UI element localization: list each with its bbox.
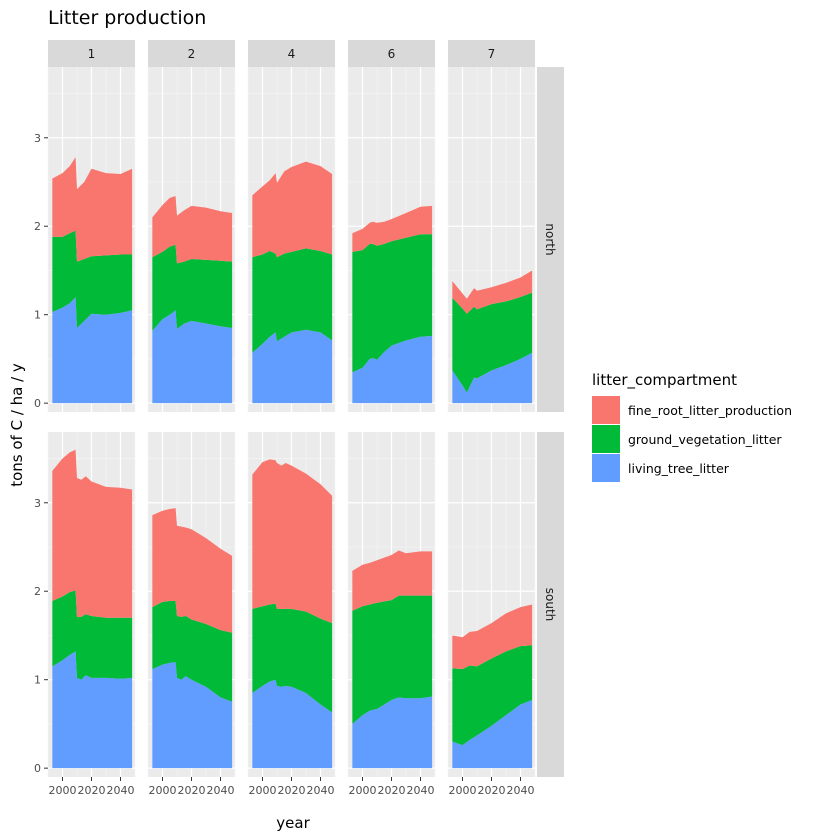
- area-ground-vegetation-litter: [152, 600, 233, 702]
- x-tick-label: 2020: [278, 784, 306, 797]
- panel-4-north: [247, 67, 336, 412]
- panel-1-south: [47, 432, 136, 777]
- x-axis-title: year: [276, 814, 310, 832]
- facet-strip-label-north: north: [543, 223, 557, 255]
- panel-4-south: [247, 432, 336, 777]
- area-ground-vegetation-litter: [452, 292, 533, 393]
- area-living-tree-litter: [452, 700, 533, 769]
- area-fine-root-litter-production: [252, 459, 333, 624]
- facet-strip-label-2: 2: [188, 47, 196, 61]
- area-ground-vegetation-litter: [252, 603, 333, 713]
- x-tick-label: 2020: [478, 784, 506, 797]
- legend-key-living-tree-litter: [592, 454, 620, 482]
- area-fine-root-litter-production: [152, 508, 233, 633]
- panel-7-south: [447, 432, 536, 777]
- x-tick-label: 2040: [407, 784, 435, 797]
- panel-2-south: [147, 432, 236, 777]
- x-tick-label: 2020: [378, 784, 406, 797]
- area-fine-root-litter-production: [452, 604, 533, 670]
- facet-strip-south: [537, 432, 564, 777]
- area-ground-vegetation-litter: [352, 595, 433, 724]
- facet-strip-label-6: 6: [388, 47, 396, 61]
- legend-label-fine-root-litter-production: fine_root_litter_production: [628, 403, 792, 418]
- legend-keys: fine_root_litter_production ground_vegeta…: [592, 396, 792, 482]
- facet-strip-1: [48, 40, 135, 67]
- y-tick-label: 3: [34, 132, 41, 145]
- legend-label-living-tree-litter: living_tree_litter: [628, 461, 730, 476]
- area-ground-vegetation-litter: [452, 645, 533, 746]
- panel-6-south: [347, 432, 436, 777]
- y-tick-label: 0: [34, 762, 41, 775]
- legend-title: litter_compartment: [592, 371, 737, 390]
- area-living-tree-litter: [452, 352, 533, 404]
- area-living-tree-litter: [252, 329, 333, 404]
- x-tick-label: 2000: [149, 784, 177, 797]
- y-tick-label: 3: [34, 497, 41, 510]
- area-fine-root-litter-production: [152, 196, 233, 264]
- y-tick-label: 2: [34, 220, 41, 233]
- x-tick-label: 2040: [307, 784, 335, 797]
- x-tick-label: 2040: [107, 784, 135, 797]
- panel-6-north: [347, 67, 436, 412]
- facet-strip-6: [348, 40, 435, 67]
- area-ground-vegetation-litter: [352, 234, 433, 373]
- area-fine-root-litter-production: [352, 550, 433, 611]
- panel-1-north: [47, 67, 136, 412]
- y-axis-title: tons of C / ha / y: [8, 363, 26, 487]
- area-living-tree-litter: [52, 651, 133, 769]
- facet-strip-label-south: south: [543, 588, 557, 622]
- area-fine-root-litter-production: [352, 205, 433, 252]
- area-living-tree-litter: [152, 310, 233, 404]
- facet-strip-label-1: 1: [88, 47, 96, 61]
- facet-strip-4: [248, 40, 335, 67]
- facet-strip-2: [148, 40, 235, 67]
- area-fine-root-litter-production: [452, 270, 533, 314]
- legend-key-ground-vegetation-litter: [592, 425, 620, 453]
- area-living-tree-litter: [352, 696, 433, 769]
- area-ground-vegetation-litter: [252, 248, 333, 353]
- panel-2-north: [147, 67, 236, 412]
- x-tick-label: 2000: [449, 784, 477, 797]
- legend-label-ground-vegetation-litter: ground_vegetation_litter: [628, 432, 782, 447]
- area-ground-vegetation-litter: [152, 244, 233, 331]
- y-tick-label: 0: [34, 397, 41, 410]
- panel-7-north: [447, 67, 536, 412]
- area-living-tree-litter: [252, 679, 333, 769]
- facet-strip-north: [537, 67, 564, 412]
- legend-key-fine-root-litter-production: [592, 396, 620, 424]
- facet-strip-label-4: 4: [288, 47, 296, 61]
- area-ground-vegetation-litter: [52, 590, 133, 680]
- y-tick-label: 1: [34, 309, 41, 322]
- x-tick-label: 2020: [78, 784, 106, 797]
- x-tick-label: 2040: [507, 784, 535, 797]
- facet-strip-7: [448, 40, 535, 67]
- x-tick-label: 2000: [249, 784, 277, 797]
- area-fine-root-litter-production: [52, 449, 133, 618]
- area-fine-root-litter-production: [52, 157, 133, 262]
- chart-title: Litter production: [48, 7, 206, 29]
- area-living-tree-litter: [152, 662, 233, 769]
- facet-strip-label-7: 7: [488, 47, 496, 61]
- area-living-tree-litter: [352, 335, 433, 404]
- x-tick-label: 2000: [49, 784, 77, 797]
- area-fine-root-litter-production: [252, 161, 333, 258]
- x-tick-label: 2020: [178, 784, 206, 797]
- y-tick-label: 2: [34, 585, 41, 598]
- area-living-tree-litter: [52, 297, 133, 404]
- x-tick-label: 2040: [207, 784, 235, 797]
- legend: litter_compartment fine_root_litter_prod…: [592, 371, 792, 482]
- y-tick-label: 1: [34, 674, 41, 687]
- area-ground-vegetation-litter: [52, 230, 133, 328]
- x-tick-label: 2000: [349, 784, 377, 797]
